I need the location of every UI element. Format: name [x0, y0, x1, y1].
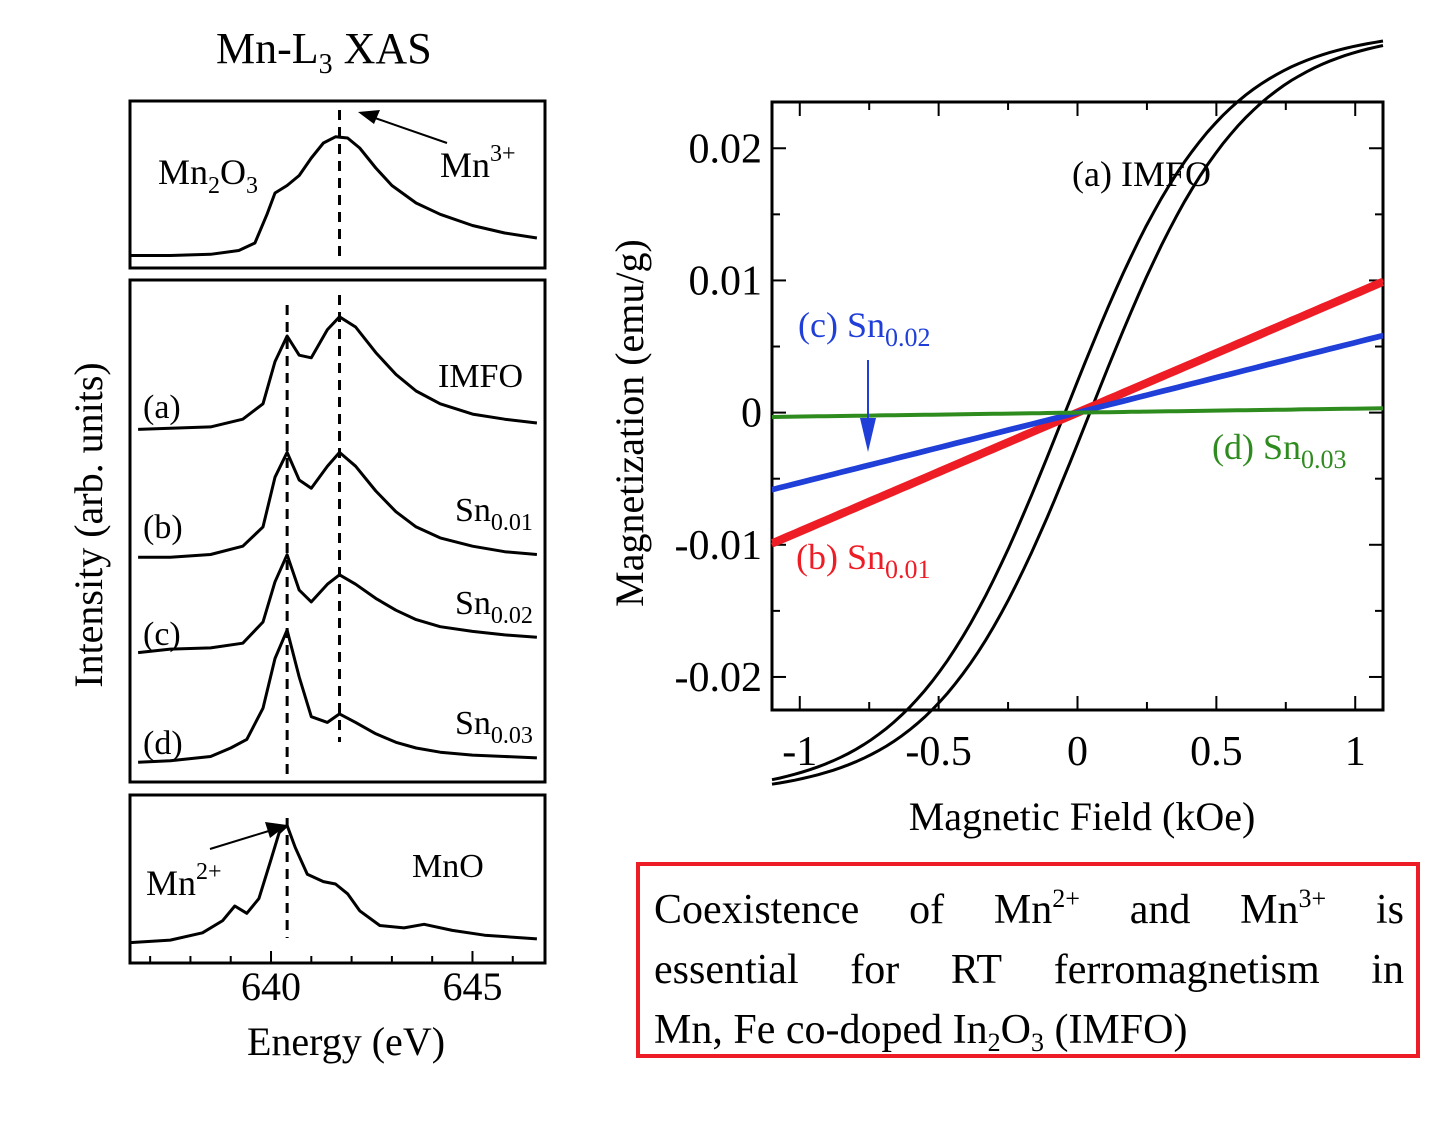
mn3-label: Mn3+: [440, 141, 516, 185]
mn2o3-curve: [130, 135, 538, 257]
mn2-arrow-line: [209, 829, 273, 850]
mh-curves-group: [771, 39, 1384, 786]
xas-x-tick-label: 640: [241, 964, 301, 1009]
series-label-c: (c) Sn0.02: [798, 305, 930, 352]
note-line-1: Coexistence of Mn2+ and Mn3+ is: [654, 884, 1404, 934]
mh-x-tick-label: 1: [1345, 729, 1366, 775]
imfo-curve: [138, 315, 538, 431]
mh-x-tick-label: -1: [782, 729, 817, 775]
mh-x-tick-label: -0.5: [905, 729, 972, 775]
sn002-label: Sn0.02: [455, 585, 533, 629]
sn002-curve: [137, 553, 538, 655]
xas-x-axis-label: Energy (eV): [247, 1019, 445, 1064]
sn003-line: [771, 406, 1384, 419]
mh-x-tick-label: 0: [1067, 729, 1088, 775]
series-label-d: (d) Sn0.03: [1212, 427, 1347, 474]
tag-a: (a): [143, 389, 181, 426]
mn2-arrow-head: [265, 822, 287, 838]
conclusion-note: Coexistence of Mn2+ and Mn3+ is essentia…: [636, 862, 1420, 1058]
sn003-curve: [138, 628, 537, 764]
xas-x-tick-label: 645: [442, 964, 502, 1009]
mn3-arrow-head: [358, 110, 380, 124]
imfo-label: IMFO: [438, 358, 523, 395]
mh-x-axis-label: Magnetic Field (kOe): [909, 794, 1256, 839]
imfo-loop-up: [771, 44, 1384, 786]
sn001-curve: [138, 450, 538, 559]
mh-y-tick-label: 0.01: [689, 258, 763, 304]
mno-curve: [129, 823, 538, 945]
mn3-arrow-line: [371, 116, 448, 144]
mh-y-tick-label: 0.02: [689, 126, 763, 172]
xas-y-axis-label: Intensity (arb. units): [66, 362, 111, 688]
mn2o3-label: Mn2O3: [158, 152, 258, 199]
series-label-b: (b) Sn0.01: [796, 537, 931, 584]
xas-curves-group: [129, 110, 538, 945]
sn002-arrow-head: [860, 418, 876, 452]
tag-c: (c): [143, 616, 181, 653]
panel-samples-frame: [128, 278, 547, 784]
xas-title: Mn-L3 XAS: [216, 24, 432, 80]
mh-y-axis-label: Magnetization (emu/g): [607, 239, 652, 607]
mno-label: MnO: [412, 848, 484, 885]
mh-y-tick-label: -0.02: [675, 655, 763, 701]
sn001-label: Sn0.01: [455, 492, 533, 536]
mh-y-tick-label: 0: [741, 391, 762, 437]
tag-b: (b): [143, 509, 183, 546]
panel-mn2o3-frame: [128, 99, 547, 270]
series-label-a: (a) IMFO: [1072, 154, 1211, 194]
imfo-loop-down: [771, 39, 1384, 782]
xas-x-axis: 640 645: [149, 951, 514, 1009]
panel-mno-frame: [128, 793, 547, 965]
mh-x-tick-label: 0.5: [1190, 729, 1243, 775]
sn003-label: Sn0.03: [455, 705, 533, 749]
mn2-label: Mn2+: [146, 859, 222, 903]
note-line-3: Mn, Fe co-doped In2O3 (IMFO): [654, 1007, 1188, 1057]
tag-d: (d): [143, 725, 183, 762]
note-line-2: essential for RT ferromagnetism in: [654, 947, 1404, 993]
mh-y-tick-label: -0.01: [675, 523, 763, 569]
